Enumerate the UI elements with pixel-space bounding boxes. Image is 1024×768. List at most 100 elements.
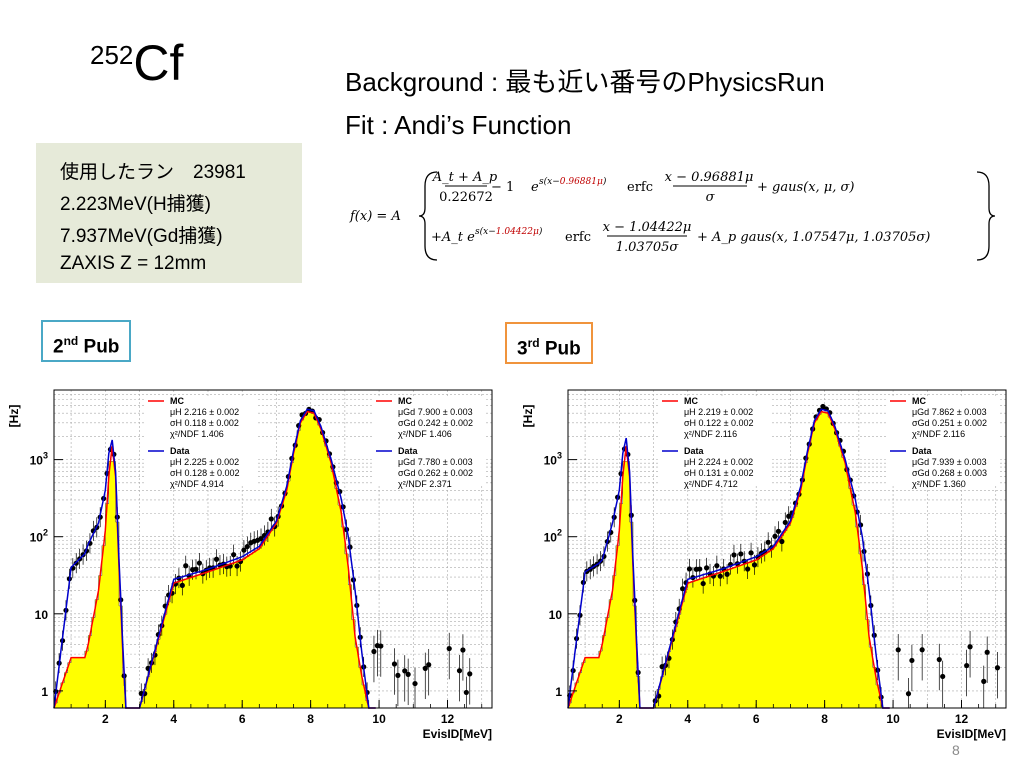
legend-data-title: Data (912, 446, 933, 456)
legend-mc-line: χ²/NDF 2.116 (684, 429, 737, 439)
formula-l1-frac-den: 0.22672 (439, 190, 493, 205)
title-element: Cf (133, 35, 184, 91)
data-point (231, 552, 237, 558)
data-point (751, 562, 758, 568)
data-point (936, 656, 942, 663)
x-tick-label: 4 (170, 712, 177, 726)
legend-data-line: μGd 7.780 ± 0.003 (398, 457, 473, 467)
legend-data-title: Data (684, 446, 705, 456)
data-point (772, 533, 778, 539)
legend-mc-line: σGd 0.242 ± 0.002 (398, 418, 473, 428)
data-point (402, 668, 408, 674)
legend-mc-line: σH 0.122 ± 0.002 (684, 418, 754, 428)
data-point (183, 563, 189, 569)
data-point (919, 647, 925, 653)
x-tick-label: 2 (102, 712, 109, 726)
legend-data-line: χ²/NDF 1.360 (912, 479, 966, 489)
data-point (378, 643, 384, 649)
y-tick-label: 10 (549, 608, 563, 622)
legend-mc-line: σH 0.118 ± 0.002 (170, 418, 239, 428)
legend-mc-line: μH 2.219 ± 0.002 (684, 407, 753, 417)
legend-data-title: Data (170, 446, 191, 456)
formula-l1-e: e (531, 180, 539, 195)
legend-box (658, 396, 770, 486)
formula-l1-exponent: s(x−0.96881μ) (539, 176, 607, 187)
x-tick-label: 12 (441, 712, 455, 726)
data-point (258, 535, 264, 542)
data-point (422, 665, 428, 671)
data-point (371, 648, 377, 655)
formula-l2-tail: + A_p gaus(x, 1.07547μ, 1.03705σ) (697, 230, 930, 245)
y-tick-label: 102 (30, 528, 48, 545)
legend-mc-line: μGd 7.900 ± 0.003 (398, 407, 473, 417)
y-tick-label: 1 (555, 685, 562, 699)
legend-box (144, 396, 256, 486)
data-point (405, 671, 411, 677)
y-tick-label: 1 (41, 685, 48, 699)
legend-box (886, 396, 998, 486)
y-tick-label: 103 (30, 451, 48, 468)
formula-l1-frac-num: A_t + A_p (432, 170, 498, 185)
page-number: 8 (952, 742, 960, 758)
x-tick-label: 6 (753, 712, 760, 726)
plot-frame (53, 389, 493, 709)
data-point (895, 647, 901, 653)
y-tick-label: 102 (544, 528, 562, 545)
legend-data-line: σGd 0.268 ± 0.003 (912, 468, 987, 478)
data-point (686, 566, 693, 572)
data-point (782, 519, 788, 526)
data-point (717, 573, 723, 579)
data-point (714, 563, 720, 569)
legend-data-line: σGd 0.262 ± 0.002 (398, 468, 473, 478)
data-fit-curve (53, 408, 376, 709)
data-point (981, 678, 987, 684)
formula-l2-exponent: s(x−1.04422μ) (475, 226, 543, 237)
pub2-label: 2nd Pub (41, 320, 132, 362)
x-tick-label: 2 (616, 712, 623, 726)
data-point (697, 566, 703, 572)
legend-data-title: Data (398, 446, 419, 456)
y-axis-label: [Hz] (521, 405, 535, 428)
legend-data-line: σH 0.128 ± 0.002 (170, 468, 240, 478)
data-point (765, 539, 771, 545)
formula-l1-minus: − 1 (491, 180, 514, 195)
legend-data-line: μH 2.224 ± 0.002 (684, 457, 753, 467)
legend-mc-title: MC (912, 396, 926, 406)
data-point (731, 552, 737, 558)
formula-lhs: f(x) = A (349, 209, 401, 224)
info-line-h: 2.223MeV(H捕獲) (60, 194, 211, 215)
data-point (703, 565, 710, 571)
x-tick-label: 12 (955, 712, 969, 726)
legend-data-line: χ²/NDF 4.914 (170, 479, 224, 489)
run-info-box: 使用したラン 23981 2.223MeV(H捕獲) 7.937MeV(Gd捕獲… (36, 143, 302, 283)
data-point (463, 689, 469, 696)
legend-mc-title: MC (170, 396, 184, 406)
fit-description: Fit : Andi’s Function (345, 110, 572, 140)
x-tick-label: 10 (372, 712, 386, 726)
mc-fit-curve (567, 410, 890, 709)
legend-mc-title: MC (684, 396, 698, 406)
data-point (964, 662, 970, 669)
legend-mc-line: χ²/NDF 1.406 (170, 429, 224, 439)
formula-right-brace (976, 171, 996, 261)
legend-mc-line: χ²/NDF 1.406 (398, 429, 452, 439)
data-point (738, 551, 744, 557)
data-point (967, 644, 973, 650)
info-line-zaxis: ZAXIS Z = 12mm (60, 253, 207, 274)
data-point (446, 645, 452, 652)
x-axis-label: EvisID[MeV] (937, 727, 1006, 741)
data-point (775, 528, 782, 534)
data-point (395, 672, 401, 678)
x-axis-label: EvisID[MeV] (423, 727, 492, 741)
legend-mc-line: μGd 7.862 ± 0.003 (912, 407, 987, 417)
data-point (196, 560, 203, 566)
pub3-label: 3rd Pub (505, 322, 593, 364)
fit-formula: f(x) = A A_t + A_p 0.22672 − 1 e s(x−0.9… (349, 170, 996, 261)
data-point (994, 665, 1001, 671)
formula-l2-erfc: erfc (565, 230, 591, 245)
x-tick-label: 8 (821, 712, 828, 726)
